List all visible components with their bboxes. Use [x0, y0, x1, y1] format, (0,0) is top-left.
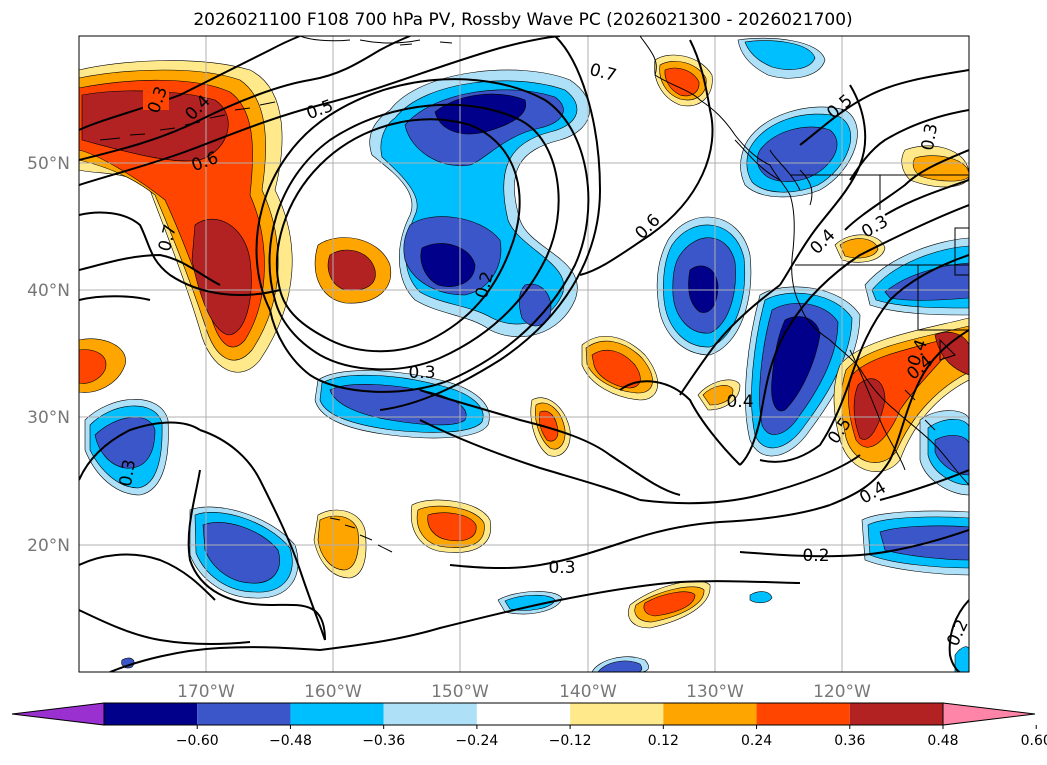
colorbar-segment [104, 703, 198, 725]
map-plot-area: 0.3 0.4 0.5 0.6 0.7 0.6 0.2 0.3 0.3 0.7 … [79, 36, 969, 672]
colorbar-tick-label: −0.24 [455, 733, 498, 749]
colorbar-extend-max [942, 702, 1036, 726]
colorbar-extend-min [11, 702, 105, 726]
colorbar-segment [383, 703, 477, 725]
colorbar-tick-labels: −0.60 −0.48 −0.36 −0.24 −0.12 0.12 0.24 0.36 0.4… [176, 725, 1047, 749]
negative-anomaly-small-3 [749, 591, 773, 604]
lon-label: 130°W [686, 682, 744, 702]
latitude-labels: 50°N 40°N 30°N 20°N [27, 154, 70, 556]
negative-anomaly-small-4 [954, 646, 969, 672]
colorbar-segment [476, 703, 571, 725]
colorbar-tick-label: −0.12 [549, 733, 592, 749]
contour-label: 0.3 [116, 458, 140, 488]
lat-label: 40°N [27, 281, 70, 301]
map-frame [78, 35, 970, 673]
colorbar-segment [756, 703, 850, 725]
baja-coast [849, 349, 936, 471]
us-border [790, 174, 969, 331]
coastlines [99, 36, 969, 553]
colorbar-tick-label: 0.48 [927, 733, 958, 749]
colorbar-tick-label: 0.12 [648, 733, 679, 749]
gridlines [79, 36, 969, 672]
colorbar-tick-label: −0.60 [176, 733, 219, 749]
lon-label: 160°W [304, 682, 362, 702]
hawaii-islands [329, 517, 393, 553]
contour-label: 0.3 [548, 558, 575, 578]
lat-label: 50°N [27, 154, 70, 174]
colorbar-segment [849, 703, 943, 725]
pv-contours [79, 36, 969, 672]
colorbar-segment [290, 703, 384, 725]
colorbar-tick-label: 0.36 [834, 733, 865, 749]
lon-label: 170°W [177, 682, 235, 702]
lon-label: 120°W [813, 682, 871, 702]
colorbar-tick-label: 0.60 [1021, 733, 1047, 749]
lat-label: 20°N [27, 536, 70, 556]
colorbar: −0.60 −0.48 −0.36 −0.24 −0.12 0.12 0.24 0.36 0.4… [11, 702, 1047, 749]
hudson-coast [939, 338, 956, 361]
lon-label: 140°W [559, 682, 617, 702]
colorbar-outline [103, 702, 944, 726]
contour-label: 0.3 [918, 122, 942, 152]
colorbar-tick-label: −0.48 [269, 733, 312, 749]
colorbar-segment [197, 703, 291, 725]
colorbar-segment [663, 703, 757, 725]
rossby-wave-pc-shading [79, 37, 969, 672]
contour-label: 0.4 [726, 392, 753, 412]
canada-coast-islands [734, 139, 813, 206]
longitude-labels: 170°W 160°W 150°W 140°W 130°W 120°W [177, 682, 871, 702]
lon-label: 150°W [431, 682, 489, 702]
aleutian-islands [299, 36, 453, 46]
contour-label: 0.3 [408, 363, 435, 383]
colorbar-segments [11, 702, 1036, 726]
north-america-coast [639, 36, 969, 486]
colorbar-tick-label: 0.24 [741, 733, 772, 749]
colorbar-segment [570, 703, 664, 725]
figure-title: 2026021100 F108 700 hPa PV, Rossby Wave … [193, 10, 852, 30]
lat-label: 30°N [27, 408, 70, 428]
contour-label: 0.2 [802, 546, 829, 566]
colorbar-tick-label: −0.36 [362, 733, 405, 749]
